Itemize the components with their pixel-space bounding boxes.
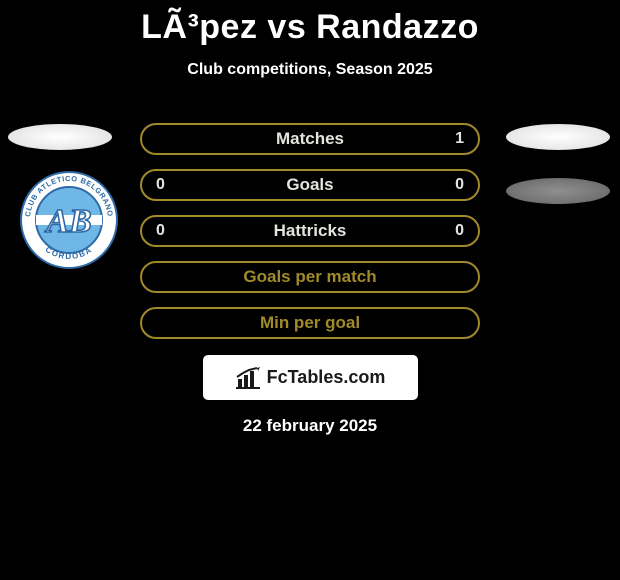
stat-row: 0 Goals 0 xyxy=(140,169,480,201)
player-slot-left xyxy=(8,124,112,150)
club-slot-right xyxy=(506,178,610,204)
stat-right: 1 xyxy=(440,130,464,148)
stat-left: 0 xyxy=(156,222,180,240)
stat-right: 0 xyxy=(440,176,464,194)
brand-text: FcTables.com xyxy=(267,367,386,388)
chart-icon xyxy=(235,367,261,389)
stat-row: Goals per match xyxy=(140,261,480,293)
svg-text:AB: AB xyxy=(44,203,91,240)
club-crest-left: CLUB ATLETICO BELGRANO CORDOBA AB xyxy=(19,170,119,270)
stat-label: Goals per match xyxy=(180,267,440,287)
comparison-card: LÃ³pez vs Randazzo Club competitions, Se… xyxy=(0,0,620,580)
stat-label: Min per goal xyxy=(180,313,440,333)
stat-label: Goals xyxy=(180,175,440,195)
stat-right: 0 xyxy=(440,222,464,240)
crest-svg: CLUB ATLETICO BELGRANO CORDOBA AB xyxy=(19,170,119,270)
stat-row: 0 Hattricks 0 xyxy=(140,215,480,247)
page-title: LÃ³pez vs Randazzo xyxy=(0,0,620,47)
stat-label: Matches xyxy=(180,129,440,149)
player-slot-right xyxy=(506,124,610,150)
stat-label: Hattricks xyxy=(180,221,440,241)
stat-left: 0 xyxy=(156,176,180,194)
brand-badge: FcTables.com xyxy=(203,355,418,400)
stat-row: Matches 1 xyxy=(140,123,480,155)
stat-row: Min per goal xyxy=(140,307,480,339)
page-subtitle: Club competitions, Season 2025 xyxy=(0,61,620,79)
date-label: 22 february 2025 xyxy=(0,416,620,436)
